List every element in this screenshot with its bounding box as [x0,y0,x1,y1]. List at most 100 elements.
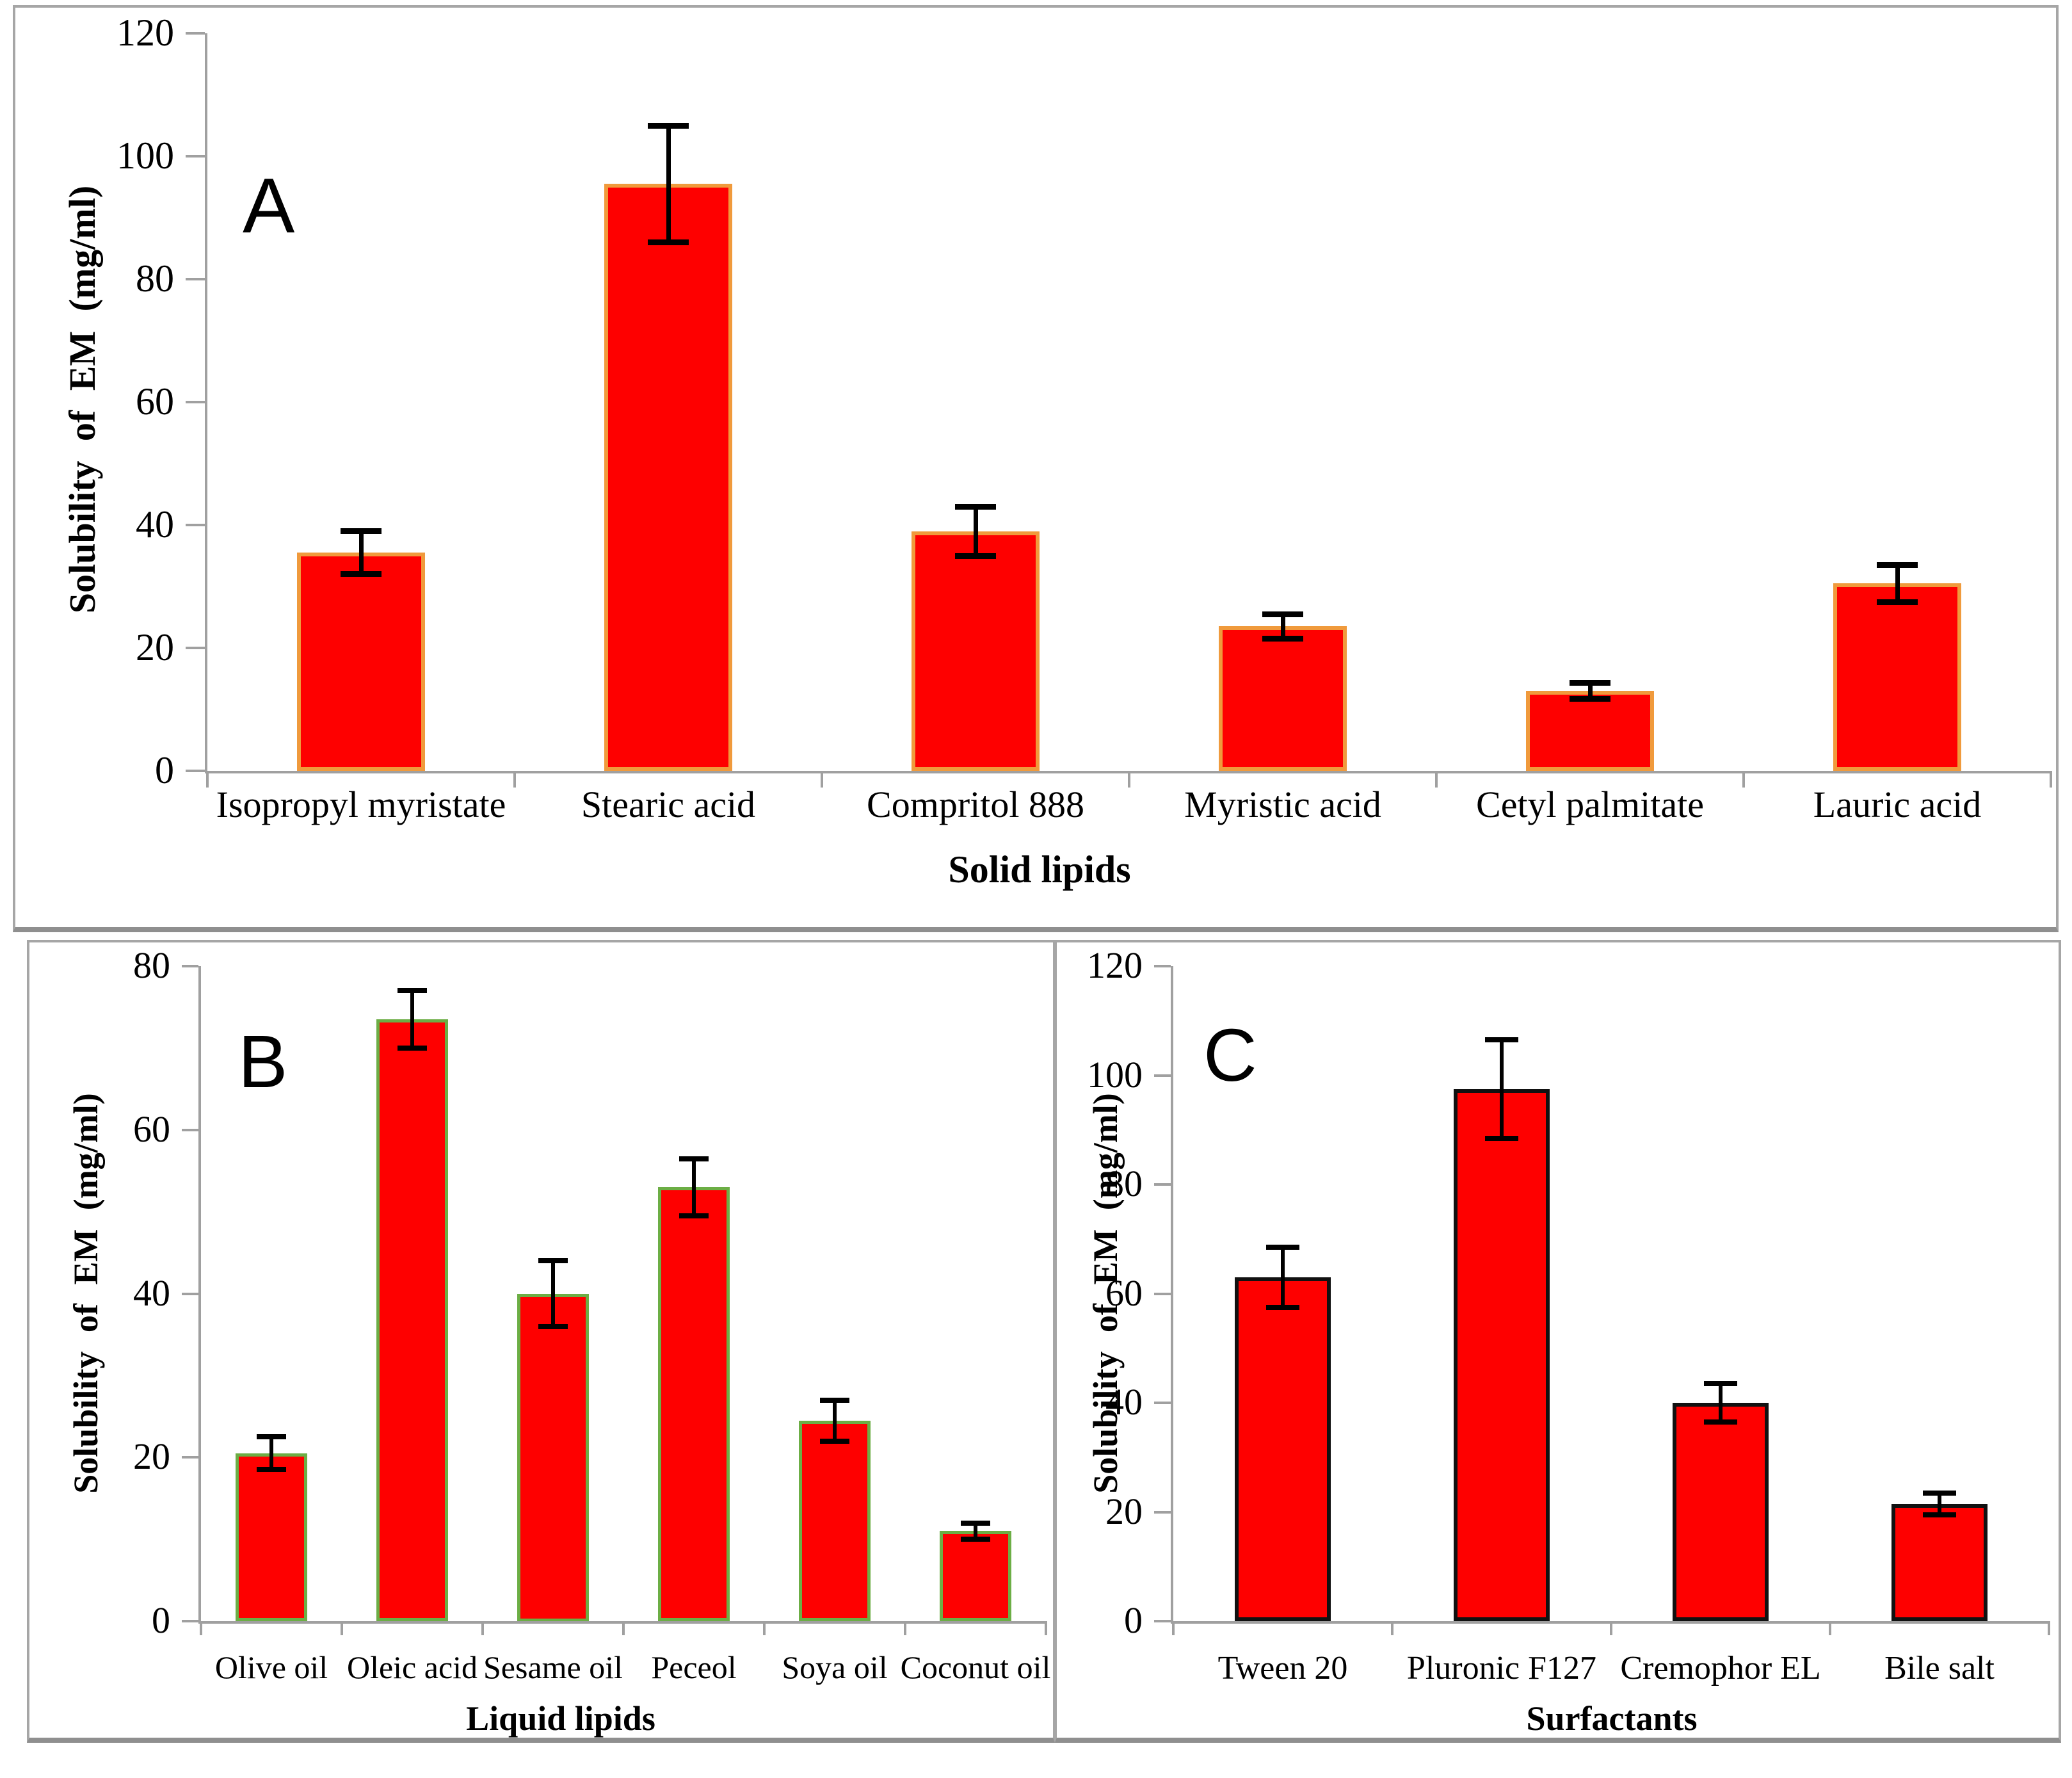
x-axis-title: Surfactants [1526,1699,1698,1738]
y-tick-label: 20 [136,626,174,668]
y-tick [1154,1402,1171,1404]
error-bar-line [974,1523,977,1540]
error-bar-cap [538,1324,568,1329]
error-bar-cap [955,553,996,559]
category-tick [481,1621,484,1635]
error-bar-line [833,1400,837,1441]
category-label: Isopropyl myristate [216,784,506,825]
error-bar-line [551,1261,555,1326]
error-bar-cap [398,988,427,993]
y-tick-label: 0 [155,749,174,791]
error-bar-cap [1485,1037,1518,1042]
error-bar-line [1719,1384,1723,1422]
y-tick [1154,1183,1171,1186]
error-bar-cap [1266,1305,1299,1310]
category-tick [1172,1621,1175,1635]
error-bar-cap [341,528,381,534]
error-bar-cap [820,1439,849,1444]
category-label: Stearic acid [581,784,756,825]
bar [1219,626,1347,771]
category-label: Oleic acid [346,1649,478,1685]
error-bar-line [1281,614,1285,638]
error-bar-cap [257,1467,286,1472]
error-bar-cap [1704,1419,1737,1425]
error-bar-cap [1923,1491,1956,1496]
error-bar-cap [648,123,689,129]
y-tick-label: 60 [133,1108,170,1150]
category-tick [763,1621,766,1635]
y-tick [186,647,205,649]
category-tick [513,771,516,788]
panel-b: B Solubility of EM (mg/ml) Liquid lipids… [27,940,1055,1743]
y-axis-title: Solubility of EM (mg/ml) [61,185,103,614]
bar [799,1421,871,1621]
category-tick [904,1621,906,1635]
y-tick [1154,1620,1171,1622]
y-tick [1154,965,1171,967]
panel-c: C Solubility of EM (mg/ml) Surfactants 0… [1055,940,2061,1743]
bar [912,531,1040,771]
error-bar-line [1500,1040,1504,1138]
y-tick [1154,1074,1171,1077]
y-tick [186,155,205,158]
error-bar-cap [1877,562,1918,568]
category-tick [1829,1621,1831,1635]
error-bar-line [1281,1247,1285,1307]
y-axis-title: Solubility of EM (mg/ml) [1086,1093,1125,1494]
category-label: Compritol 888 [867,784,1084,825]
y-tick [182,1129,198,1131]
x-axis-title: Liquid lipids [466,1699,655,1738]
error-bar-line [359,531,364,574]
y-tick-label: 60 [1105,1272,1143,1314]
category-label: Bile salt [1884,1650,1995,1686]
bar [376,1019,448,1621]
bar [1235,1277,1331,1621]
bar [1526,691,1654,771]
category-label: Soya oil [782,1649,888,1685]
category-tick [1742,771,1745,788]
y-tick [186,32,205,35]
category-label: Sesame oil [483,1649,623,1685]
category-tick [1391,1621,1393,1635]
error-bar-line [410,990,414,1048]
panel-letter-b: B [238,1020,288,1103]
y-tick [186,278,205,280]
y-axis-title: Solubility of EM (mg/ml) [67,1093,105,1494]
error-bar-cap [398,1046,427,1051]
y-tick-label: 60 [136,380,174,423]
y-tick [1154,1293,1171,1295]
y-tick [182,1456,198,1459]
error-bar-cap [679,1213,709,1218]
bar [1454,1089,1550,1621]
y-axis-line [198,966,201,1621]
category-tick [206,771,209,788]
y-tick-label: 80 [133,944,170,986]
error-bar-line [974,506,978,556]
error-bar-cap [538,1258,568,1263]
category-label: Cetyl palmitate [1476,784,1704,825]
bar [517,1294,589,1622]
y-tick-label: 80 [1105,1163,1143,1204]
y-tick [182,1620,198,1622]
y-tick-label: 20 [1105,1491,1143,1532]
panel-letter-c: C [1203,1014,1257,1097]
category-tick [2050,771,2052,788]
category-tick [622,1621,625,1635]
category-label: Peceol [651,1649,737,1685]
category-tick [1045,1621,1047,1635]
panel-letter-a: A [243,162,295,249]
error-bar-cap [1266,1245,1299,1250]
y-tick [1154,1511,1171,1514]
bar [940,1531,1011,1621]
error-bar-cap [341,571,381,577]
category-label: Myristic acid [1184,784,1381,825]
error-bar-cap [257,1434,286,1439]
bar [604,184,732,771]
y-tick-label: 40 [136,503,174,546]
category-label: Lauric acid [1813,784,1982,825]
y-tick-label: 40 [1105,1381,1143,1423]
error-bar-cap [1923,1512,1956,1517]
error-bar-cap [1704,1381,1737,1386]
error-bar-cap [1262,636,1303,642]
